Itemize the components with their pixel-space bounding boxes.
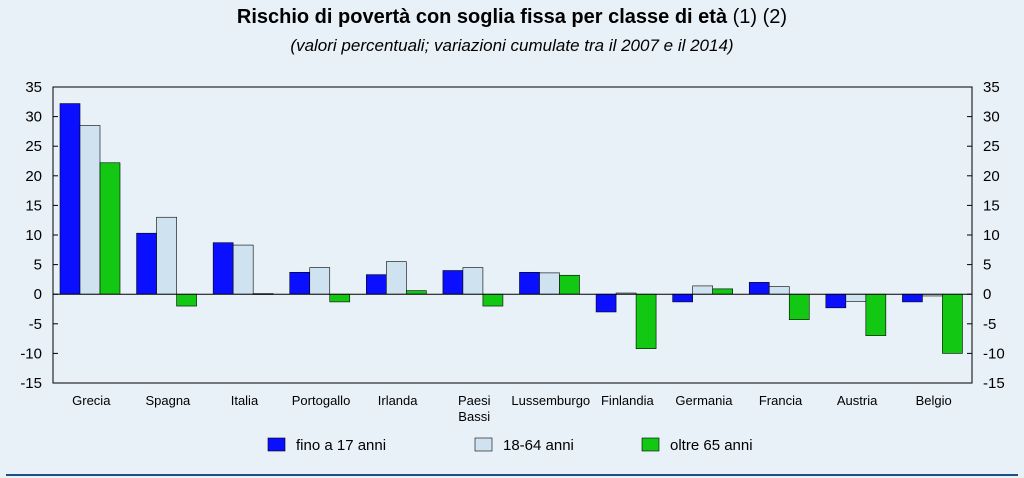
- bar: [865, 293, 887, 336]
- chart-subtitle: (valori percentuali; variazioni cumulate…: [290, 36, 734, 55]
- x-category-label: Irlanda: [378, 393, 419, 408]
- bar: [942, 293, 963, 354]
- y-tick-label-right: -5: [983, 316, 996, 333]
- y-tick-label-left: -5: [29, 316, 42, 333]
- x-category-label: Francia: [759, 393, 803, 408]
- bar: [712, 288, 733, 295]
- bar: [845, 293, 867, 302]
- bottom-divider: [6, 474, 1018, 476]
- bar: [406, 290, 427, 295]
- bar: [176, 293, 197, 307]
- y-tick-label-right: 30: [983, 109, 1000, 126]
- x-category-label: Belgio: [916, 393, 952, 408]
- bar: [462, 267, 484, 295]
- bar: [595, 293, 617, 313]
- bar: [539, 272, 560, 295]
- y-tick-label-left: 10: [25, 227, 42, 244]
- legend-swatch: [474, 437, 493, 452]
- bar: [768, 286, 790, 295]
- y-tick-label-left: 15: [25, 197, 42, 214]
- bar: [386, 261, 407, 295]
- bar: [309, 267, 331, 295]
- bar: [329, 293, 351, 303]
- bar: [902, 293, 923, 303]
- bar: [79, 125, 101, 295]
- x-category-label: Bassi: [458, 409, 490, 424]
- bar: [136, 232, 157, 295]
- bar: [156, 216, 177, 295]
- bar: [692, 285, 713, 295]
- x-category-label: Austria: [837, 393, 878, 408]
- y-tick-label-right: 10: [983, 227, 1000, 244]
- y-tick-label-left: -10: [20, 345, 42, 362]
- y-tick-label-left: 20: [25, 168, 42, 185]
- y-tick-label-right: -15: [983, 375, 1005, 392]
- y-tick-label-left: -15: [20, 375, 42, 392]
- x-category-label: Paesi: [458, 393, 491, 408]
- bar: [289, 271, 311, 295]
- y-tick-label-left: 35: [25, 79, 42, 96]
- title-notes: (1) (2): [732, 6, 788, 28]
- y-tick-label-right: 20: [983, 168, 1000, 185]
- plot-area: [52, 86, 973, 384]
- legend-swatch: [267, 437, 286, 452]
- bar: [59, 103, 81, 295]
- chart-title: Rischio di povertà con soglia fissa per …: [236, 6, 788, 28]
- y-tick-label-right: 5: [983, 257, 991, 274]
- bar: [825, 293, 847, 309]
- x-category-label: Grecia: [72, 393, 111, 408]
- x-category-label: Spagna: [145, 393, 191, 408]
- bar: [232, 244, 254, 295]
- bar: [442, 270, 464, 295]
- y-tick-label-left: 5: [34, 257, 42, 274]
- y-tick-label-left: 25: [25, 138, 42, 155]
- bar: [635, 293, 657, 349]
- y-tick-label-right: 15: [983, 197, 1000, 214]
- legend-label: 18-64 anni: [503, 437, 574, 454]
- y-tick-label-right: -10: [983, 345, 1005, 362]
- bar: [366, 274, 387, 295]
- y-tick-label-right: 25: [983, 138, 1000, 155]
- x-category-label: Portogallo: [292, 393, 351, 408]
- x-category-label: Finlandia: [601, 393, 655, 408]
- bar: [99, 162, 121, 295]
- legend-label: oltre 65 anni: [670, 437, 753, 454]
- bar: [559, 274, 580, 295]
- bar: [748, 282, 770, 295]
- y-tick-label-left: 0: [34, 286, 42, 303]
- y-tick-label-right: 0: [983, 286, 991, 303]
- legend-swatch: [641, 437, 660, 452]
- bar: [672, 293, 693, 303]
- x-category-label: Italia: [231, 393, 259, 408]
- x-category-label: Germania: [675, 393, 733, 408]
- bar: [788, 293, 810, 320]
- bar: [212, 242, 234, 295]
- x-category-label: Lussemburgo: [511, 393, 590, 408]
- bar: [482, 293, 504, 307]
- y-tick-label-right: 35: [983, 79, 1000, 96]
- y-tick-label-left: 30: [25, 109, 42, 126]
- bar: [519, 271, 540, 295]
- legend-label: fino a 17 anni: [296, 437, 386, 454]
